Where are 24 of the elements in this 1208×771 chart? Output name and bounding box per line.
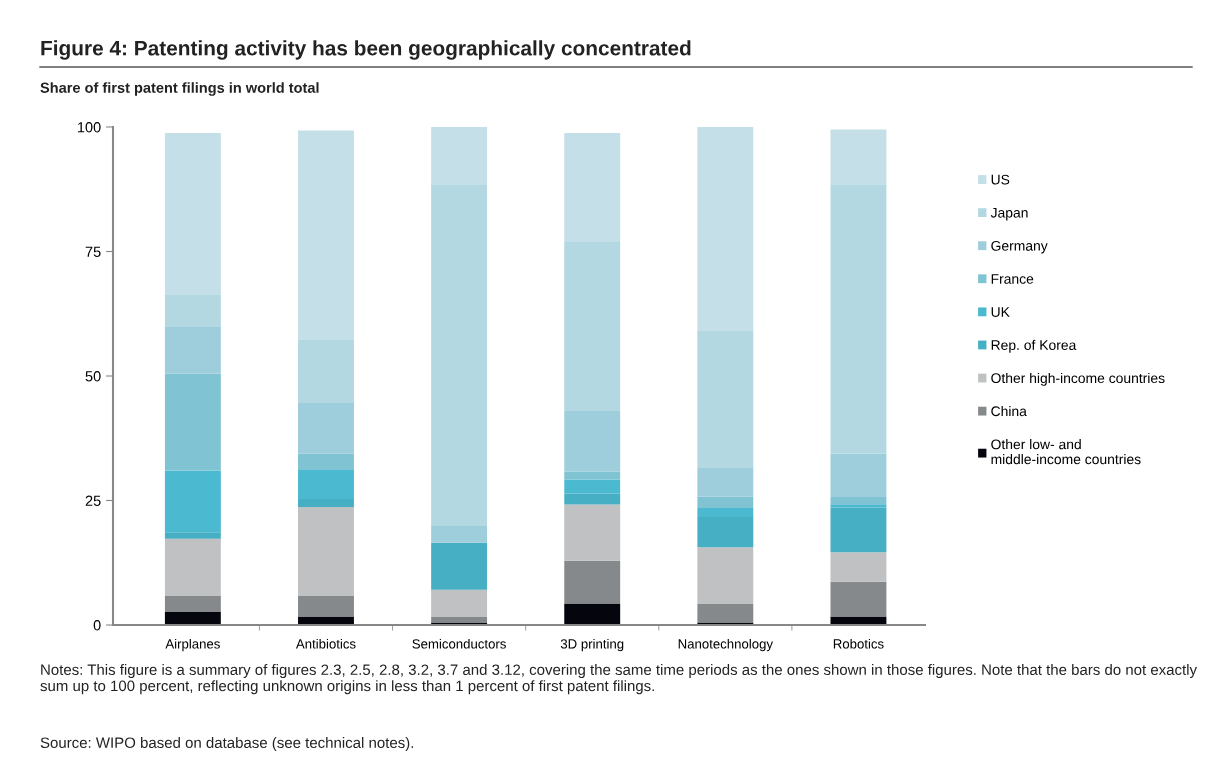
legend-label: Other high-income countries bbox=[991, 372, 1165, 386]
legend-label: Rep. of Korea bbox=[991, 339, 1077, 353]
x-tick-label: Robotics bbox=[833, 638, 884, 649]
legend-label: Germany bbox=[991, 240, 1048, 254]
y-tick-label: 0 bbox=[93, 620, 101, 631]
y-tick-label: 25 bbox=[85, 495, 101, 506]
legend-label: UK bbox=[991, 307, 1010, 317]
x-tick-label: Semiconductors bbox=[412, 638, 506, 649]
legend-label: Japan bbox=[990, 207, 1028, 221]
y-tick-label: 50 bbox=[85, 371, 101, 382]
y-tick-label: 100 bbox=[77, 122, 101, 133]
chart-subtitle: Share of first patent filings in world total bbox=[40, 82, 319, 96]
legend-label: Other low- and middle-income countries bbox=[991, 439, 1141, 465]
chart-title: Figure 4: Patenting activity has been geographically concentrated bbox=[41, 40, 691, 60]
text: Notes: This figure is a summary of figures 2.3, 2.5, 2.8, 3.2, 3.7 and 3.12, covering the same time periods as the ones shown in those figures. Note that the bars do not exactly sum up to 100 percent, reflecting unknown origins in less than 1 percent of first patent filings. bbox=[40, 664, 1197, 695]
legend-label: China bbox=[991, 405, 1027, 417]
x-tick-label: Antibiotics bbox=[295, 638, 356, 649]
x-tick-label: Airplanes bbox=[165, 638, 220, 652]
source-note: Source: WIPO based on database (see technical notes). bbox=[40, 737, 414, 751]
legend-label: US bbox=[991, 174, 1010, 185]
x-tick-label: 3D printing bbox=[560, 638, 624, 652]
legend-label: France bbox=[991, 274, 1034, 284]
y-tick-label: 75 bbox=[85, 246, 101, 257]
x-tick-label: Nanotechnology bbox=[678, 638, 773, 652]
